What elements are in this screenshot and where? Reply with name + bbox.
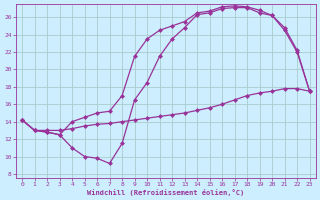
X-axis label: Windchill (Refroidissement éolien,°C): Windchill (Refroidissement éolien,°C) xyxy=(87,189,244,196)
